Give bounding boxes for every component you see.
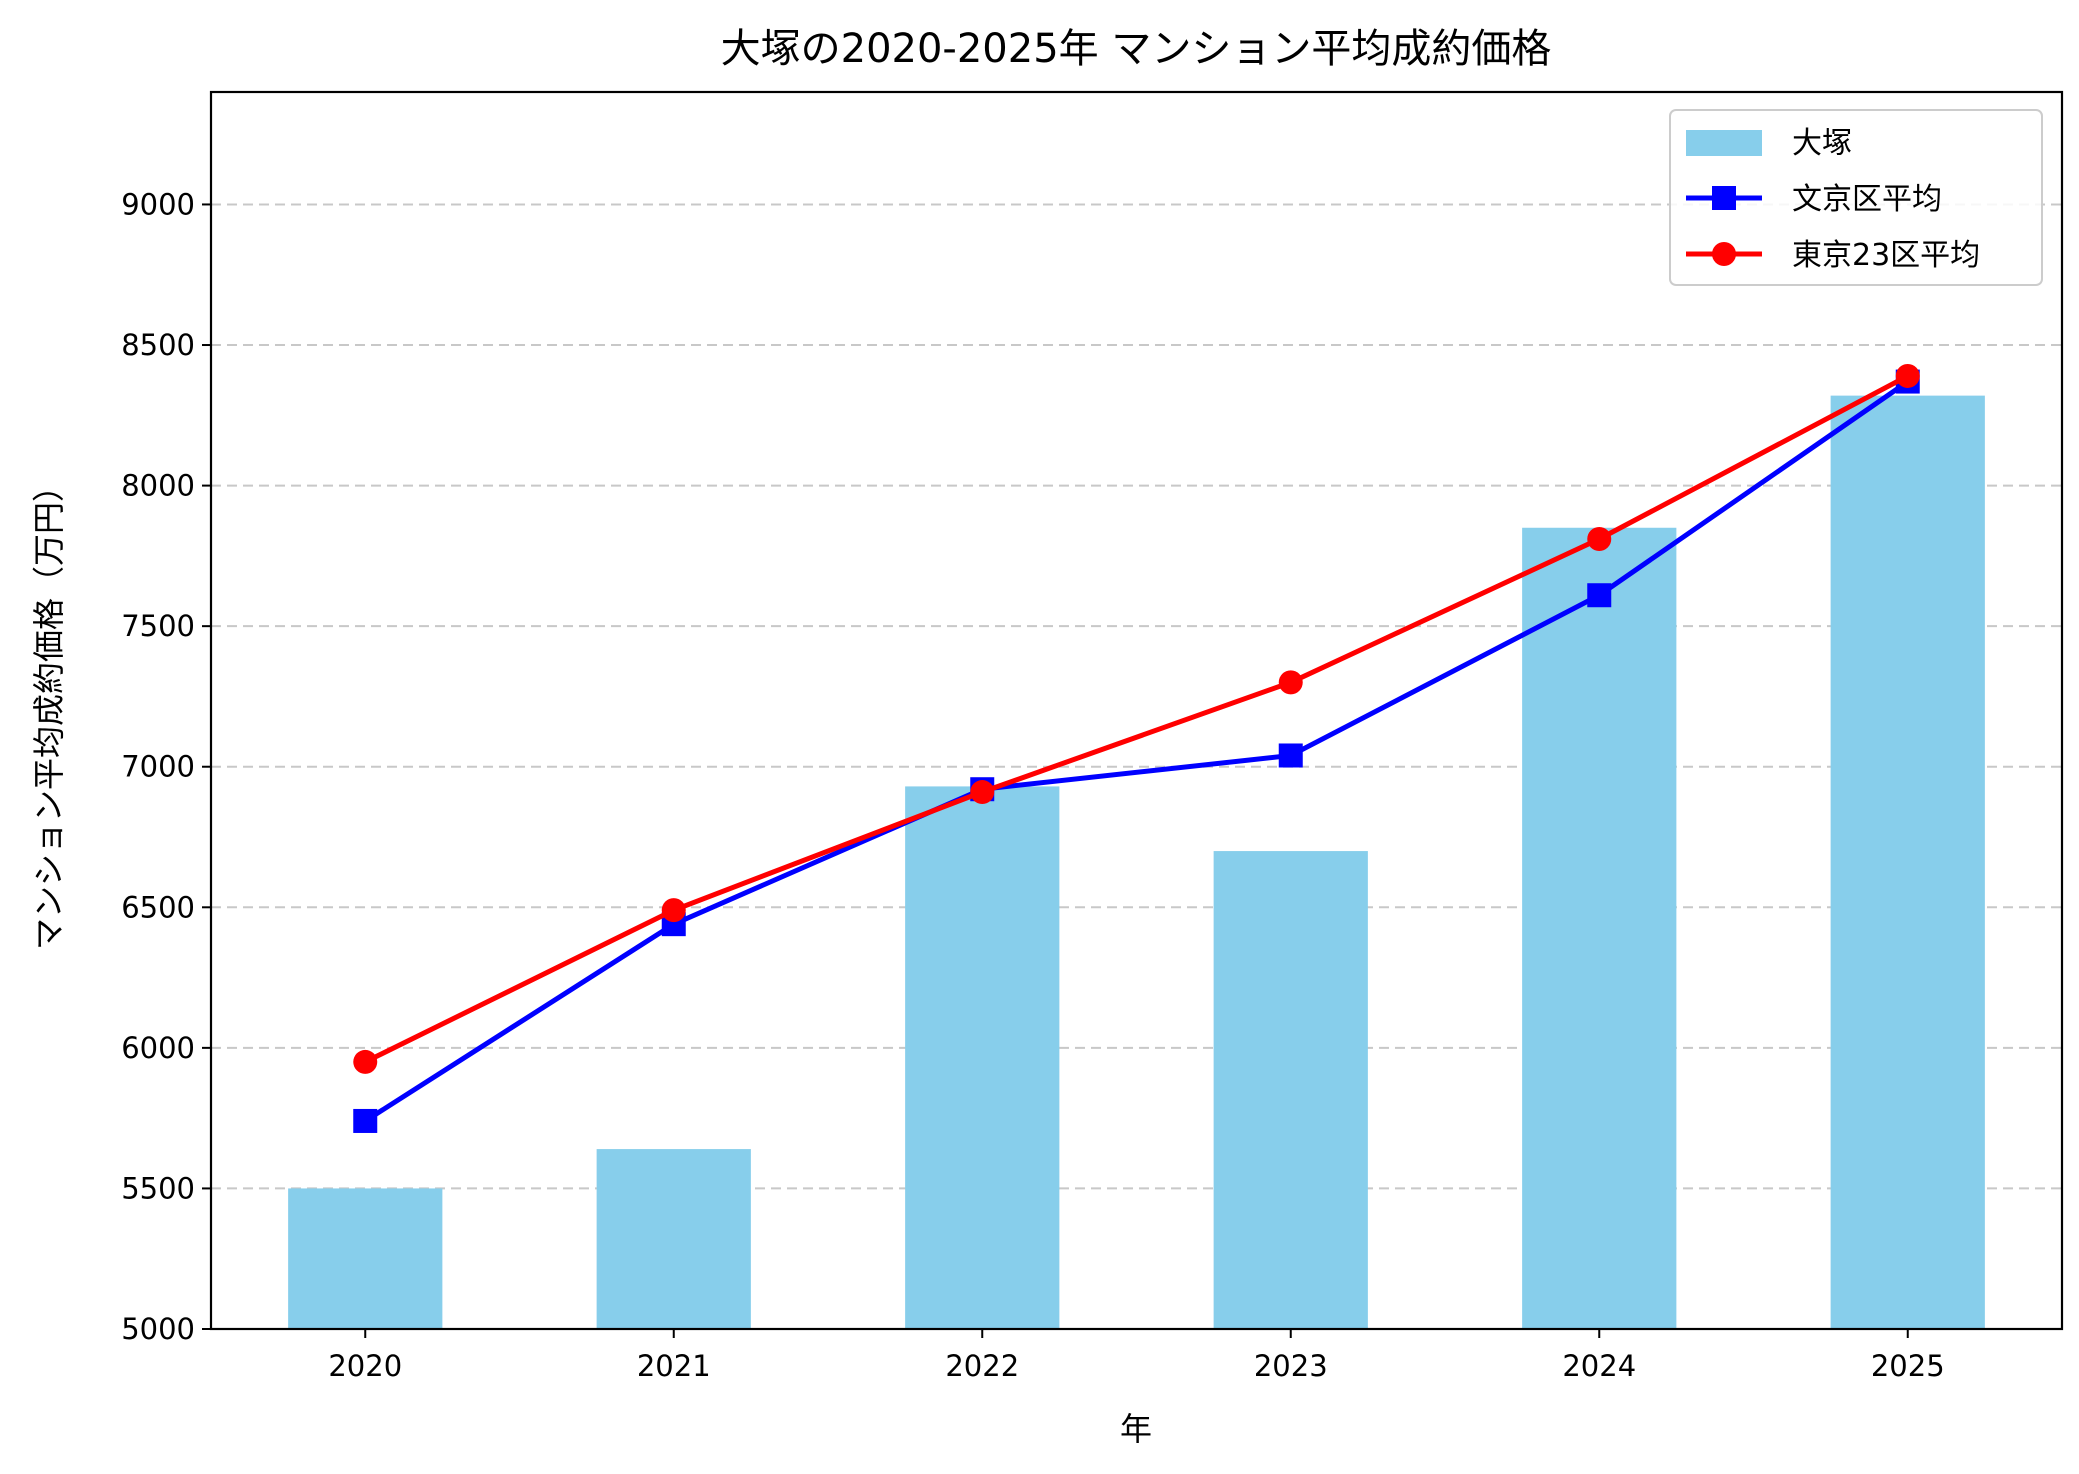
y-axis-label: マンション平均成約価格（万円） <box>30 470 68 950</box>
legend-entry: 文京区平均 <box>1686 182 1942 217</box>
bar-2025 <box>1830 395 1985 1329</box>
data-point <box>1587 583 1612 608</box>
legend-marker <box>1712 242 1736 266</box>
y-tick-label: 7000 <box>121 750 195 784</box>
data-point <box>1278 670 1303 695</box>
bar-2021 <box>596 1149 751 1329</box>
x-axis-label: 年 <box>1120 1410 1152 1448</box>
bar-2022 <box>905 786 1060 1329</box>
data-point <box>661 898 686 923</box>
legend-entry: 大塚 <box>1686 126 1852 161</box>
y-tick-label: 9000 <box>121 187 195 221</box>
x-tick-label: 2020 <box>328 1349 402 1383</box>
x-tick-label: 2022 <box>945 1349 1019 1383</box>
legend-marker <box>1712 186 1736 210</box>
legend-label: 東京23区平均 <box>1792 238 1980 273</box>
lines <box>353 363 1920 1133</box>
x-tick-label: 2021 <box>637 1349 711 1383</box>
x-tick-label: 2023 <box>1254 1349 1328 1383</box>
legend-label: 文京区平均 <box>1792 182 1942 217</box>
data-point <box>353 1049 378 1074</box>
data-point <box>1895 363 1920 388</box>
bars <box>288 395 1985 1329</box>
bar-2023 <box>1213 851 1368 1329</box>
chart-title: 大塚の2020-2025年 マンション平均成約価格 <box>721 26 1552 72</box>
data-point <box>1587 527 1612 552</box>
y-tick-label: 6500 <box>121 890 195 924</box>
series-path <box>363 379 1910 1124</box>
bar-2020 <box>288 1188 443 1329</box>
bar-2024 <box>1522 527 1677 1329</box>
plot-frame <box>209 90 2064 1331</box>
legend-label: 大塚 <box>1792 126 1852 161</box>
y-axis: 5000 5500 6000 6500 7000 7500 8000 8500 9000 <box>121 187 211 1346</box>
series-line-2 <box>353 363 1920 1074</box>
y-tick-label: 8500 <box>121 328 195 362</box>
y-tick-label: 5500 <box>121 1171 195 1205</box>
data-point <box>353 1108 378 1133</box>
series-line-1 <box>353 369 1920 1133</box>
y-tick-label: 5000 <box>121 1312 195 1346</box>
x-tick-label: 2025 <box>1871 1349 1945 1383</box>
y-tick-label: 7500 <box>121 609 195 643</box>
legend-entry: 東京23区平均 <box>1686 238 1980 273</box>
series-path <box>364 373 1909 1065</box>
x-tick-label: 2024 <box>1562 1349 1636 1383</box>
y-tick-label: 8000 <box>121 469 195 503</box>
data-point <box>970 780 995 805</box>
legend-box <box>1669 109 2043 286</box>
x-axis: 2020 2021 2022 2023 2024 2025 <box>328 1329 1945 1383</box>
y-tick-label: 6000 <box>121 1031 195 1065</box>
legend-swatch <box>1686 130 1762 156</box>
data-point <box>1278 743 1303 768</box>
